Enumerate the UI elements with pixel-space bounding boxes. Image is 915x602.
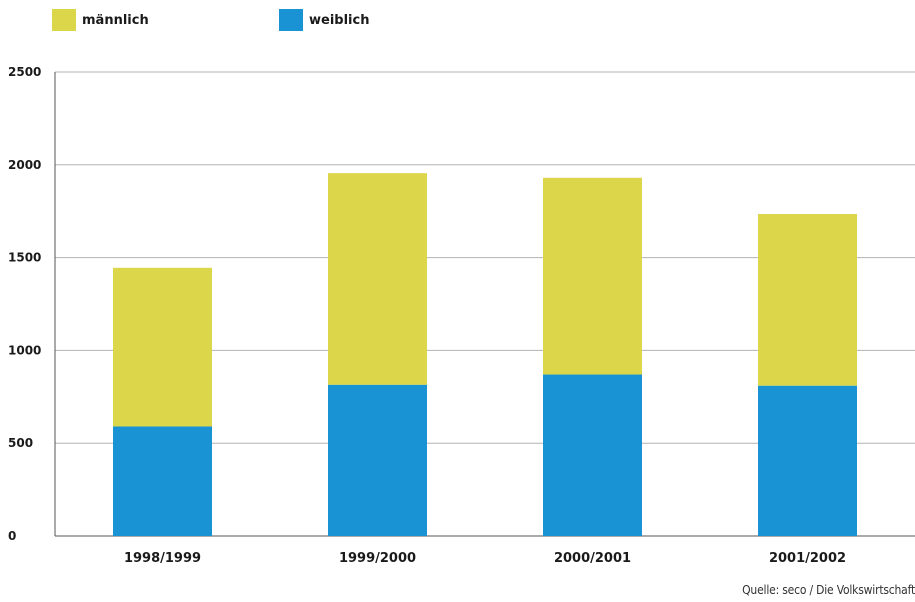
legend: männlich weiblich xyxy=(0,0,915,40)
legend-label-maennlich: männlich xyxy=(82,12,149,28)
y-tick-label-0: 0 xyxy=(8,529,16,543)
bar-2000-2001-maennlich xyxy=(543,177,642,375)
bar-1998-1999-maennlich xyxy=(113,267,212,427)
legend-swatch-weiblich xyxy=(279,9,303,31)
bar-2001-2002-maennlich xyxy=(758,213,857,386)
y-tick-label-1500: 1500 xyxy=(8,251,41,265)
legend-item-maennlich: männlich xyxy=(52,8,149,32)
y-tick-label-2500: 2500 xyxy=(8,65,41,79)
y-tick-label-1000: 1000 xyxy=(8,343,41,357)
x-tick-label-1999-2000: 1999/2000 xyxy=(339,551,416,566)
bar-2001-2002-weiblich xyxy=(758,385,857,536)
legend-swatch-maennlich xyxy=(52,9,76,31)
x-tick-label-2000-2001: 2000/2001 xyxy=(554,551,631,566)
legend-label-weiblich: weiblich xyxy=(309,12,370,28)
legend-item-weiblich: weiblich xyxy=(279,8,369,32)
x-tick-label-2001-2002: 2001/2002 xyxy=(769,551,846,566)
y-tick-label-2000: 2000 xyxy=(8,158,41,172)
bar-1998-1999-weiblich xyxy=(113,426,212,536)
bar-2000-2001-weiblich xyxy=(543,374,642,536)
bar-1999-2000-maennlich xyxy=(328,173,427,385)
bar-1999-2000-weiblich xyxy=(328,384,427,536)
x-tick-label-1998-1999: 1998/1999 xyxy=(124,551,201,566)
source-note: Quelle: seco / Die Volkswirtschaft xyxy=(742,583,915,597)
y-tick-label-500: 500 xyxy=(8,436,33,450)
